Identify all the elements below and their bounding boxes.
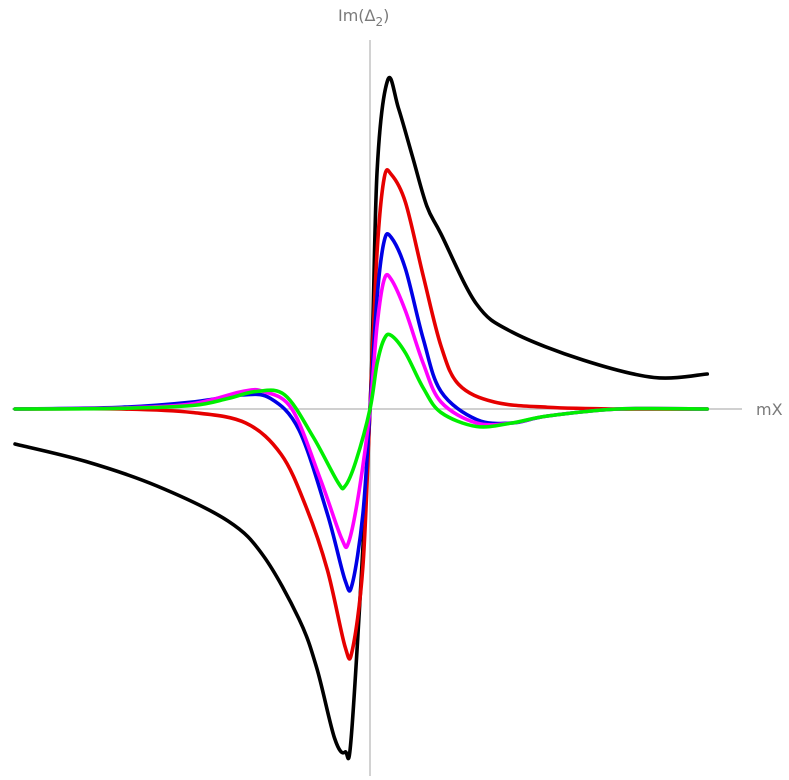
series-line-3 — [13, 231, 710, 593]
x-axis-label: mX — [756, 400, 783, 419]
series-line-1 — [13, 75, 710, 761]
series-line-2 — [13, 168, 710, 661]
y-axis-label-subscript: 2 — [376, 15, 384, 29]
series-line-5 — [13, 332, 710, 491]
series-group — [13, 75, 710, 761]
y-axis-label: Im(Δ2) — [338, 6, 389, 29]
y-axis-label-close: ) — [383, 6, 389, 25]
y-axis-label-main: Im(Δ — [338, 6, 376, 25]
